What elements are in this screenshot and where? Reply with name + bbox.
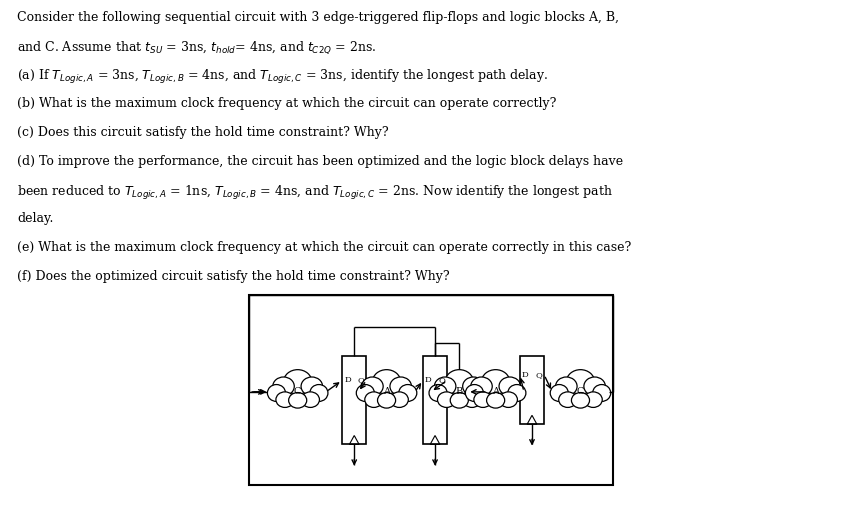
- Text: Q: Q: [535, 371, 542, 379]
- Ellipse shape: [584, 392, 602, 408]
- Ellipse shape: [474, 392, 492, 408]
- Ellipse shape: [555, 377, 576, 395]
- Text: D: D: [521, 371, 528, 379]
- Ellipse shape: [549, 384, 567, 401]
- Ellipse shape: [499, 377, 520, 395]
- Ellipse shape: [434, 377, 455, 395]
- Ellipse shape: [437, 392, 455, 408]
- Text: D: D: [344, 376, 350, 384]
- Text: C: C: [576, 387, 584, 396]
- Ellipse shape: [272, 377, 294, 395]
- Ellipse shape: [592, 384, 610, 401]
- Ellipse shape: [362, 377, 383, 395]
- Text: (e) What is the maximum clock frequency at which the circuit can operate correct: (e) What is the maximum clock frequency …: [17, 241, 630, 254]
- Ellipse shape: [558, 392, 576, 408]
- Ellipse shape: [465, 384, 483, 401]
- Ellipse shape: [364, 392, 382, 408]
- Text: Q: Q: [357, 376, 364, 384]
- Ellipse shape: [566, 370, 594, 394]
- Bar: [519, 356, 543, 424]
- Text: Consider the following sequential circuit with 3 edge-triggered flip-flops and l: Consider the following sequential circui…: [17, 11, 618, 24]
- Text: Q: Q: [437, 376, 444, 384]
- Ellipse shape: [301, 392, 319, 408]
- Ellipse shape: [356, 384, 374, 401]
- Ellipse shape: [429, 384, 447, 401]
- Text: (f) Does the optimized circuit satisfy the hold time constraint? Why?: (f) Does the optimized circuit satisfy t…: [17, 270, 449, 283]
- Text: been reduced to $T_{Logic,A}$ = 1ns, $T_{Logic,B}$ = 4ns, and $T_{Logic,C}$ = 2n: been reduced to $T_{Logic,A}$ = 1ns, $T_…: [17, 183, 612, 201]
- Text: A: A: [492, 387, 499, 396]
- Ellipse shape: [390, 392, 408, 408]
- Ellipse shape: [276, 392, 294, 408]
- Ellipse shape: [507, 384, 525, 401]
- Bar: [342, 356, 366, 444]
- Ellipse shape: [486, 392, 504, 408]
- Ellipse shape: [309, 384, 327, 401]
- Text: (b) What is the maximum clock frequency at which the circuit can operate correct: (b) What is the maximum clock frequency …: [17, 97, 556, 110]
- Ellipse shape: [481, 370, 509, 394]
- Ellipse shape: [571, 392, 589, 408]
- Ellipse shape: [449, 392, 468, 408]
- Text: A: A: [382, 387, 390, 396]
- Ellipse shape: [471, 384, 489, 401]
- Text: (c) Does this circuit satisfy the hold time constraint? Why?: (c) Does this circuit satisfy the hold t…: [17, 126, 388, 139]
- Bar: [423, 356, 447, 444]
- Text: C: C: [294, 387, 301, 396]
- Ellipse shape: [389, 377, 411, 395]
- Text: (d) To improve the performance, the circuit has been optimized and the logic blo: (d) To improve the performance, the circ…: [17, 155, 623, 168]
- Ellipse shape: [583, 377, 604, 395]
- Ellipse shape: [462, 377, 484, 395]
- Ellipse shape: [499, 392, 517, 408]
- Ellipse shape: [288, 392, 307, 408]
- Text: B: B: [455, 387, 462, 396]
- Ellipse shape: [444, 370, 473, 394]
- Ellipse shape: [267, 384, 285, 401]
- Ellipse shape: [300, 377, 322, 395]
- Ellipse shape: [372, 370, 400, 394]
- Ellipse shape: [283, 370, 312, 394]
- Text: delay.: delay.: [17, 212, 53, 225]
- Text: D: D: [424, 376, 431, 384]
- Bar: [249, 295, 612, 485]
- Ellipse shape: [377, 392, 395, 408]
- Text: (a) If $T_{Logic,A}$ = 3ns, $T_{Logic,B}$ = 4ns, and $T_{Logic,C}$ = 3ns, identi: (a) If $T_{Logic,A}$ = 3ns, $T_{Logic,B}…: [17, 68, 548, 86]
- Text: and C. Assume that $t_{SU}$ = 3ns, $t_{hold}$= 4ns, and $t_{C2Q}$ = 2ns.: and C. Assume that $t_{SU}$ = 3ns, $t_{h…: [17, 39, 376, 56]
- Ellipse shape: [470, 377, 492, 395]
- Ellipse shape: [462, 392, 480, 408]
- Ellipse shape: [399, 384, 417, 401]
